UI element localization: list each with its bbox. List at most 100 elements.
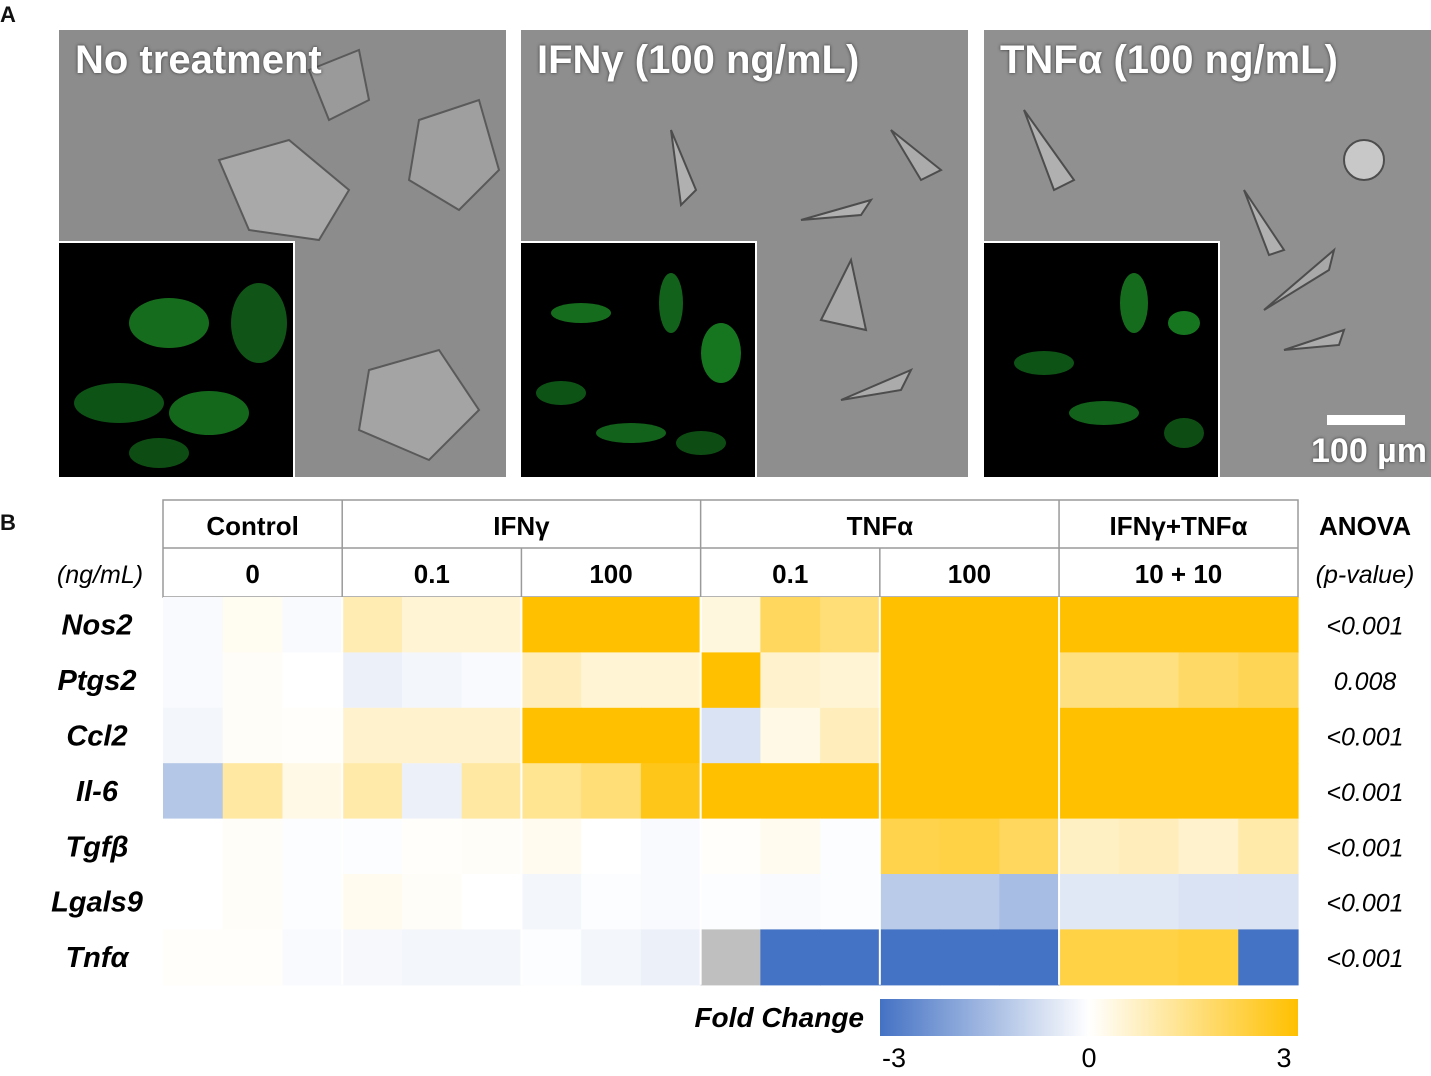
- heatmap-cell: [700, 597, 761, 653]
- heatmap-cell: [939, 763, 1000, 820]
- heatmap-cell: [879, 652, 941, 709]
- panel-b-label: B: [0, 510, 16, 535]
- heatmap-cell: [640, 818, 702, 875]
- heatmap-cell: [1118, 874, 1180, 930]
- heatmap-cell: [222, 929, 284, 986]
- heatmap-cell: [939, 707, 1000, 764]
- treatment-group-label: IFNγ+TNFα: [1109, 511, 1247, 541]
- colorbar-label: Fold Change: [694, 1002, 864, 1033]
- heatmap-cell: [1178, 597, 1239, 653]
- heatmap-cell: [222, 818, 284, 875]
- heatmap-cell: [999, 707, 1060, 764]
- heatmap-cell: [939, 929, 1000, 986]
- dose-label: 0: [245, 559, 259, 589]
- heatmap-cell: [401, 874, 463, 930]
- heatmap-cell: [581, 763, 642, 820]
- heatmap-cell: [879, 597, 941, 653]
- heatmap-cell: [700, 707, 761, 764]
- micrograph-title: IFNγ (100 ng/mL): [537, 38, 860, 82]
- heatmap-cell: [760, 652, 821, 709]
- dose-unit-label: (ng/mL): [57, 561, 143, 589]
- heatmap-cell: [581, 929, 642, 986]
- heatmap-cell: [282, 874, 343, 930]
- dose-label: 100: [948, 559, 991, 589]
- heatmap-cell: [879, 763, 941, 820]
- dose-label: 0.1: [772, 559, 808, 589]
- heatmap-cell: [581, 597, 642, 653]
- fluorescence-inset: [59, 241, 295, 477]
- heatmap-cell: [401, 818, 463, 875]
- heatmap-cell: [1238, 597, 1299, 653]
- heatmap-cell: [222, 597, 284, 653]
- heatmap-cell: [999, 652, 1060, 709]
- p-value: <0.001: [1326, 613, 1403, 641]
- heatmap-cell: [879, 929, 941, 986]
- heatmap-cell: [820, 929, 881, 986]
- micrograph-title: TNFα (100 ng/mL): [1000, 38, 1338, 82]
- heatmap-cell: [521, 818, 582, 875]
- heatmap-cell: [342, 707, 403, 764]
- p-value: <0.001: [1326, 779, 1403, 807]
- heatmap-cell: [1059, 652, 1120, 709]
- heatmap-cell: [700, 652, 761, 709]
- heatmap-cell: [163, 874, 224, 930]
- p-value: <0.001: [1326, 945, 1403, 973]
- heatmap-cell: [461, 652, 523, 709]
- heatmap-cell: [521, 929, 582, 986]
- heatmap-cell: [401, 763, 463, 820]
- heatmap-cell: [521, 652, 582, 709]
- heatmap-cell: [581, 652, 642, 709]
- heatmap-cell: [1118, 818, 1180, 875]
- dose-label: 100: [589, 559, 632, 589]
- heatmap-cell: [282, 763, 343, 820]
- heatmap-cell: [939, 818, 1000, 875]
- gene-label: Il-6: [76, 776, 119, 808]
- heatmap-cell: [939, 652, 1000, 709]
- colorbar-tick: 0: [1081, 1043, 1096, 1073]
- heatmap-cell: [700, 874, 761, 930]
- heatmap-cell: [461, 874, 523, 930]
- colorbar: [880, 999, 1298, 1036]
- heatmap-cell: [640, 597, 702, 653]
- heatmap-cell: [1178, 763, 1239, 820]
- heatmap-cell: [401, 652, 463, 709]
- heatmap-cell: [222, 652, 284, 709]
- anova-header: ANOVA: [1319, 511, 1411, 541]
- fluorescence-inset: [521, 241, 757, 477]
- heatmap-cell: [461, 597, 523, 653]
- heatmap-cell: [760, 763, 821, 820]
- heatmap-cell: [342, 597, 403, 653]
- heatmap-cell: [163, 707, 224, 764]
- gene-label: Nos2: [62, 610, 133, 642]
- heatmap-cell: [1238, 707, 1299, 764]
- heatmap-cell: [521, 763, 582, 820]
- p-value: <0.001: [1326, 890, 1403, 918]
- heatmap-cell: [879, 707, 941, 764]
- heatmap-cell: [640, 874, 702, 930]
- heatmap-cell: [1059, 597, 1120, 653]
- heatmap-cell: [1178, 818, 1239, 875]
- heatmap-cell: [521, 597, 582, 653]
- treatment-group-label: Control: [206, 511, 298, 541]
- heatmap-cell: [1118, 597, 1180, 653]
- heatmap-cell: [1238, 652, 1299, 709]
- heatmap-cell: [820, 763, 881, 820]
- heatmap-cell: [1178, 929, 1239, 986]
- heatmap-cell: [999, 874, 1060, 930]
- micrograph-no-treatment: No treatment: [59, 30, 506, 477]
- heatmap-cell: [760, 818, 821, 875]
- heatmap-cell: [282, 652, 343, 709]
- micrograph-tnfa: TNFα (100 ng/mL) 100 µm: [984, 30, 1431, 477]
- treatment-group-label: TNFα: [847, 511, 914, 541]
- panel-a-label: A: [0, 2, 16, 27]
- heatmap-cell: [879, 818, 941, 875]
- heatmap-cell: [1118, 929, 1180, 986]
- dose-label: 10 + 10: [1135, 559, 1222, 589]
- heatmap-cell: [1118, 652, 1180, 709]
- heatmap-cell: [401, 707, 463, 764]
- heatmap-cell: [700, 818, 761, 875]
- heatmap-cell: [163, 652, 224, 709]
- heatmap-cell: [820, 652, 881, 709]
- colorbar-tick: -3: [882, 1043, 906, 1073]
- heatmap-cell: [521, 874, 582, 930]
